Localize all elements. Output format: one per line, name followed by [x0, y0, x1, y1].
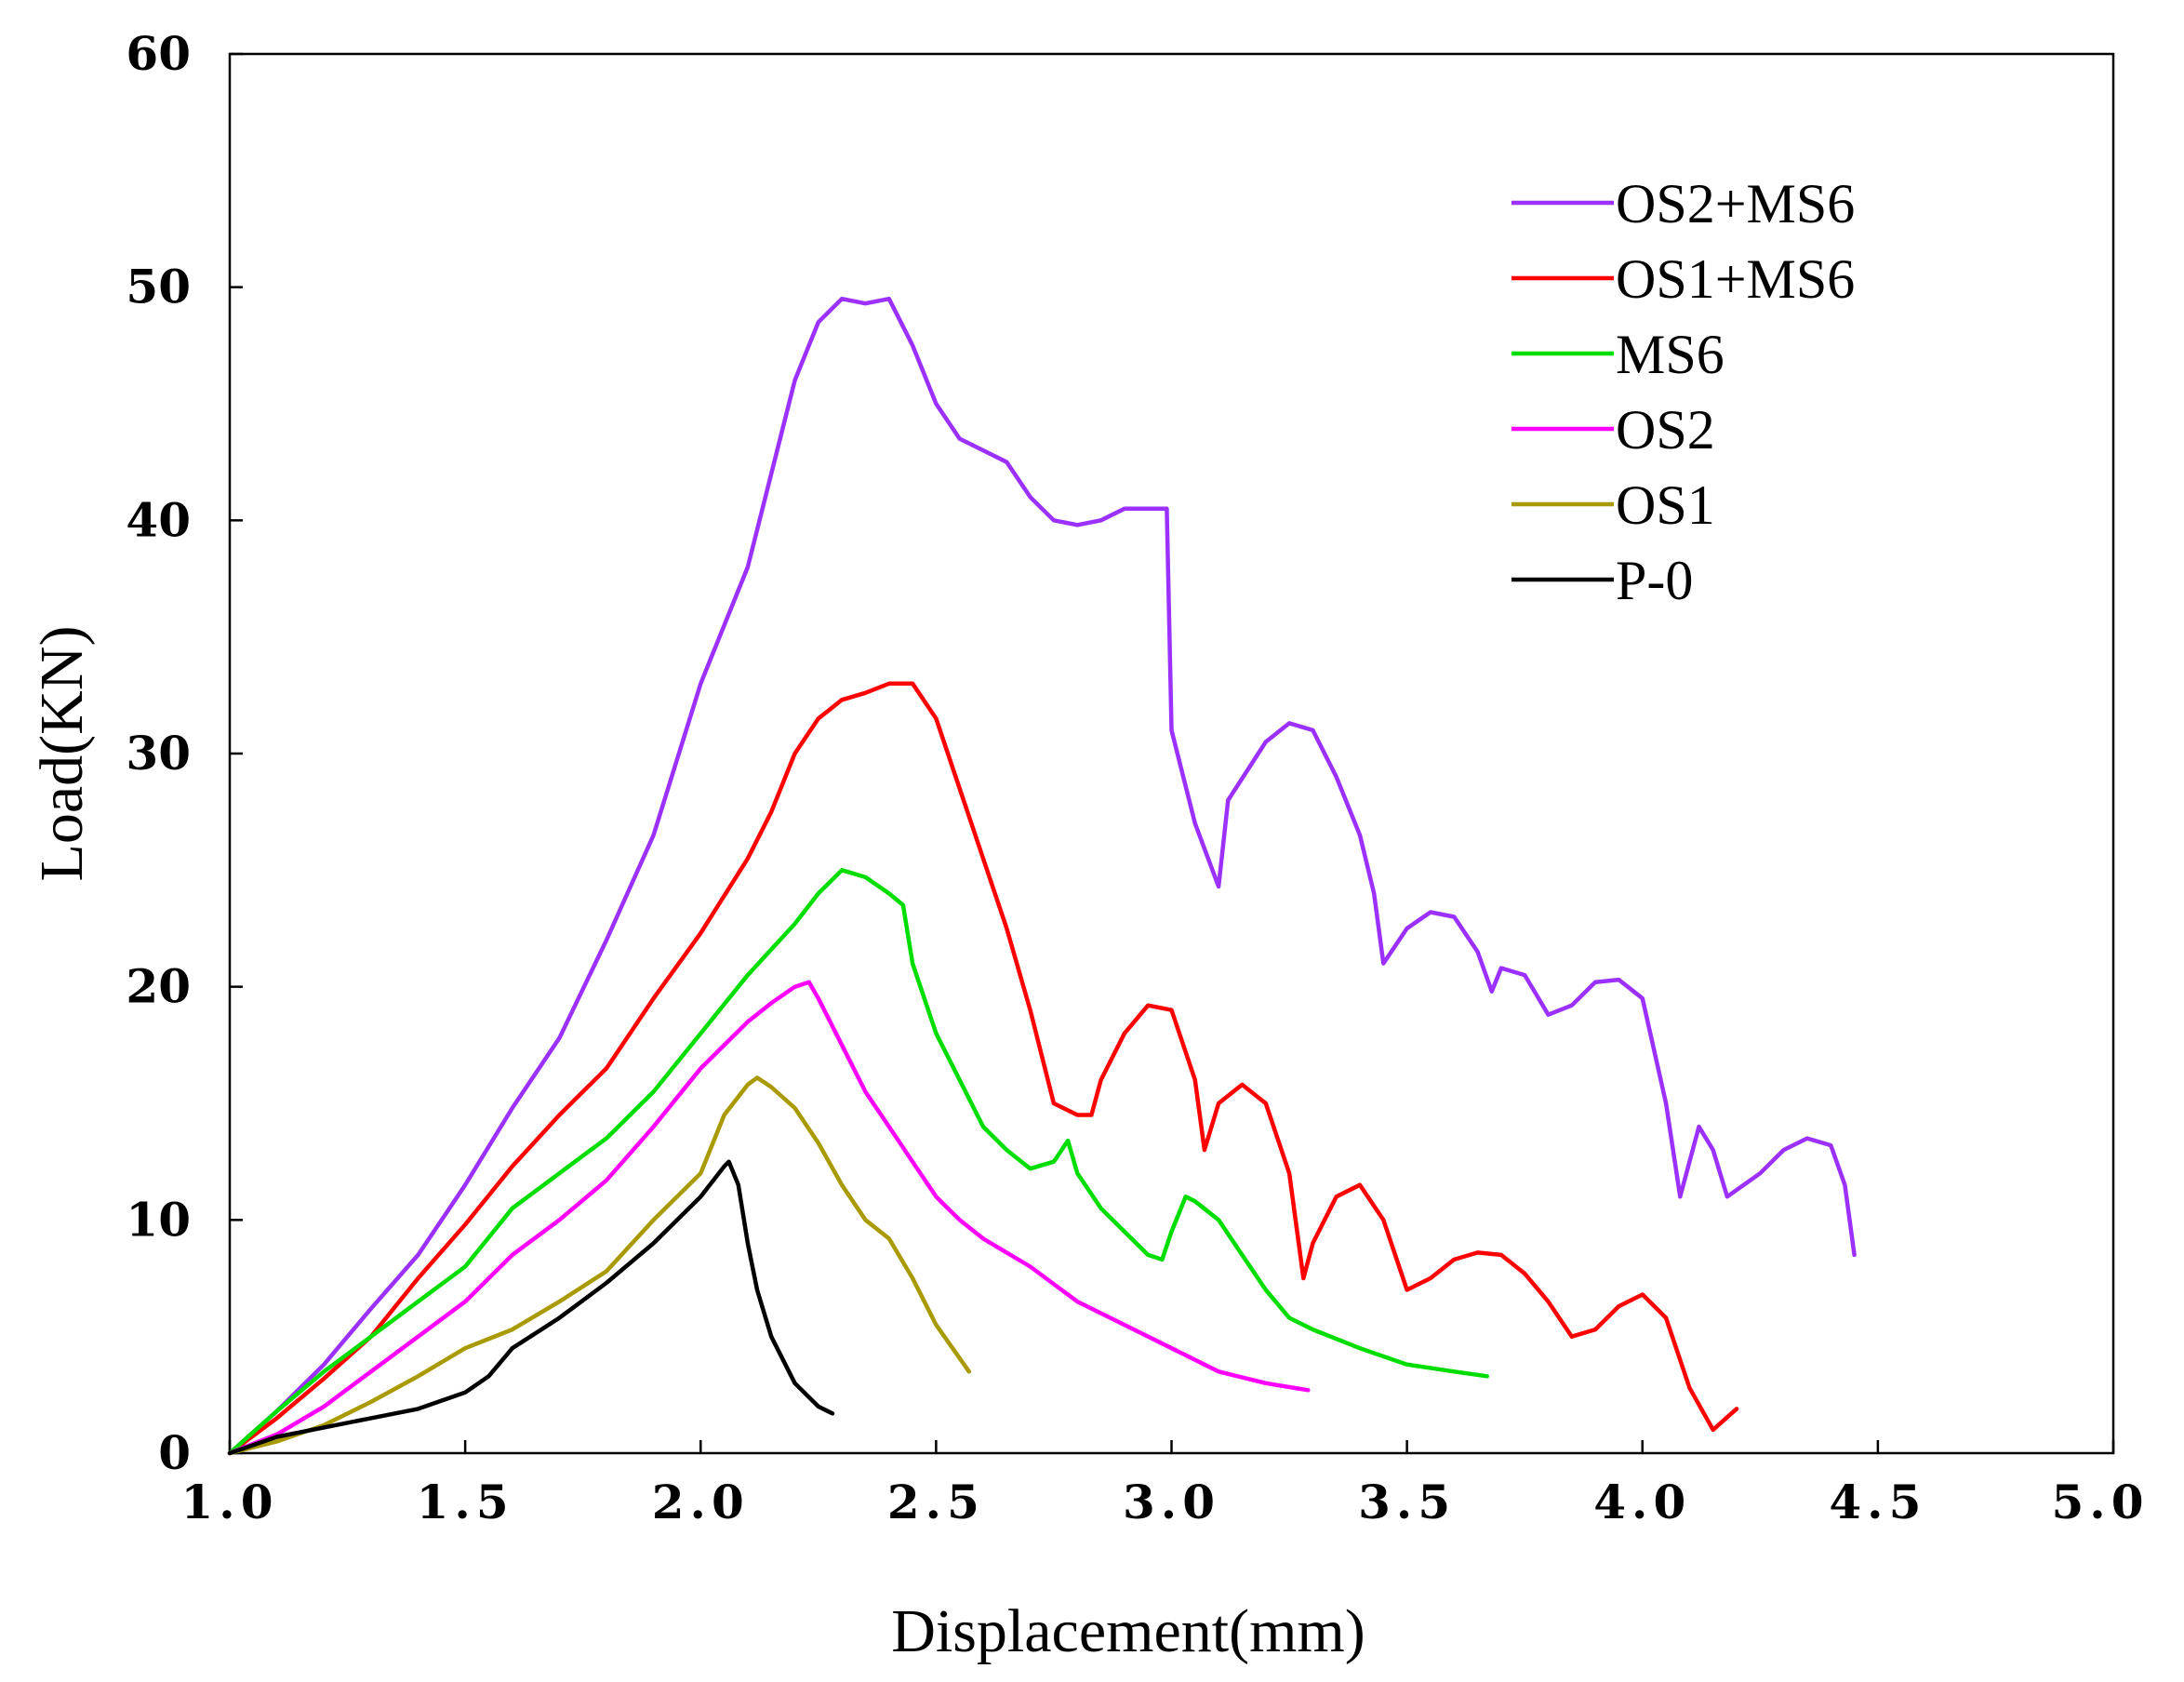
- series-line-os1: [227, 1075, 972, 1456]
- x-tick-label: 1.5: [417, 1475, 514, 1529]
- y-tick-label: 60: [126, 26, 191, 81]
- legend-label-p-0: P-0: [1616, 550, 1693, 611]
- x-axis-title: Displacement(mm): [891, 1597, 1365, 1665]
- x-tick-label: 2.5: [887, 1475, 985, 1529]
- x-tick-label: 4.0: [1593, 1475, 1691, 1529]
- series-line-p-0: [227, 1159, 835, 1456]
- y-tick-label: 30: [126, 726, 191, 781]
- legend: OS2+MS6 OS1+MS6 MS6 OS2 OS1 P-0: [1511, 173, 1855, 611]
- legend-label-os2: OS2: [1616, 399, 1715, 461]
- x-axis-ticks: 1.0 1.5 2.0 2.5 3.0 3.5 4.0 4.5 5.0: [181, 1440, 2150, 1529]
- legend-label-os1-ms6: OS1+MS6: [1616, 248, 1855, 310]
- y-axis-title: Load(KN): [28, 626, 96, 882]
- x-tick-label: 4.5: [1829, 1475, 1926, 1529]
- legend-label-os1: OS1: [1616, 474, 1715, 536]
- series-line-os1-ms6: [227, 681, 1739, 1456]
- y-axis-ticks: 0 10 20 30 40 50 60: [126, 26, 243, 1480]
- x-tick-label: 5.0: [2052, 1475, 2150, 1529]
- y-tick-label: 10: [126, 1192, 191, 1247]
- y-tick-label: 40: [126, 492, 191, 547]
- series-line-os2: [227, 980, 1311, 1456]
- x-tick-label: 1.0: [181, 1475, 279, 1529]
- y-tick-label: 0: [158, 1425, 191, 1480]
- legend-label-ms6: MS6: [1616, 324, 1725, 385]
- series-layer: [227, 296, 1857, 1456]
- y-tick-label: 20: [126, 959, 191, 1014]
- legend-label-os2-ms6: OS2+MS6: [1616, 173, 1855, 234]
- x-tick-label: 3.5: [1358, 1475, 1456, 1529]
- x-tick-label: 2.0: [652, 1475, 750, 1529]
- x-tick-label: 3.0: [1123, 1475, 1220, 1529]
- series-line-ms6: [227, 868, 1489, 1456]
- series-line-os2-ms6: [227, 296, 1857, 1456]
- y-tick-label: 50: [126, 260, 191, 314]
